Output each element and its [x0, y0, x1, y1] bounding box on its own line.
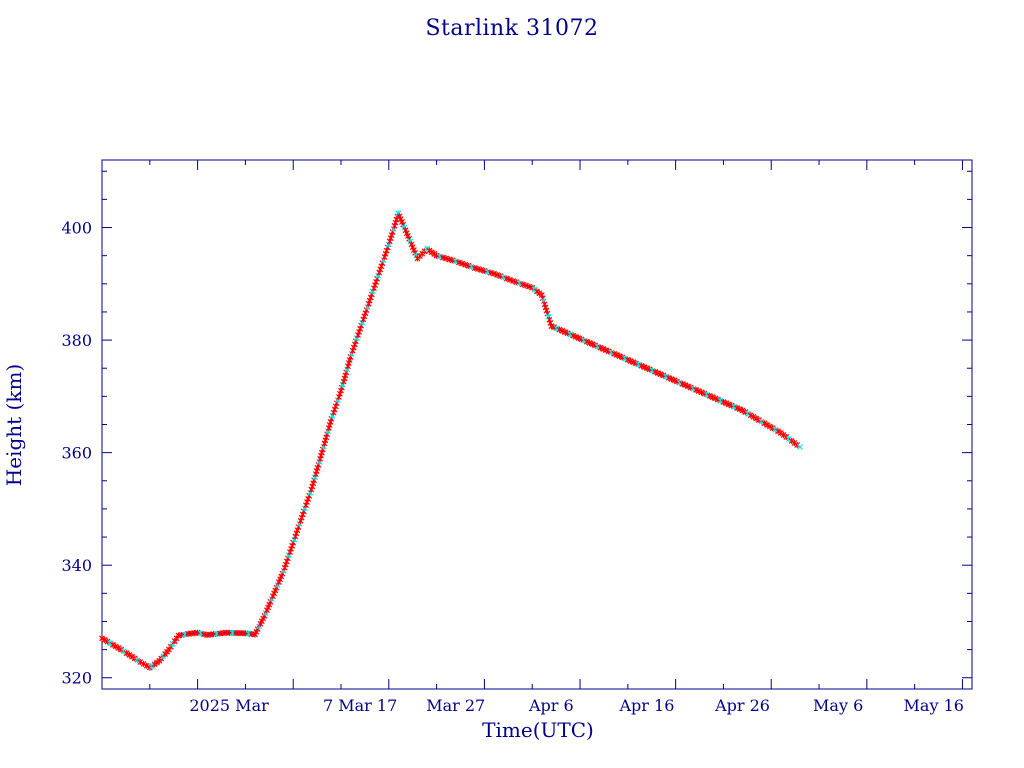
x-tick-label: 7 Mar 17 — [323, 696, 397, 715]
data-point — [750, 413, 757, 420]
data-point — [129, 653, 135, 660]
x-tick-label: May 16 — [904, 696, 964, 715]
data-point — [462, 261, 469, 268]
data-point — [526, 283, 532, 290]
series-line — [101, 212, 801, 669]
chart-title: Starlink 31072 — [425, 16, 599, 41]
plot-frame — [101, 159, 973, 690]
data-point — [503, 275, 510, 282]
data-point — [491, 270, 497, 277]
data-point — [522, 282, 529, 289]
data-point — [772, 426, 779, 433]
data-point — [739, 407, 746, 414]
data-point — [112, 643, 119, 650]
data-point — [110, 641, 116, 648]
data-point — [747, 412, 754, 419]
data-point — [513, 279, 520, 286]
x-tick-label: May 6 — [813, 696, 863, 715]
data-point-stroke — [796, 444, 803, 450]
data-point — [137, 658, 144, 665]
axis-ticks: 320 340 360 380 400 2025 Mar 7 Mar 17 Mar 27 Apr… — [61, 160, 972, 715]
data-point — [761, 420, 768, 427]
y-tick-label: 360 — [61, 444, 92, 463]
x-tick-label: Mar 27 — [426, 696, 485, 715]
data-point — [99, 635, 105, 642]
y-tick-label: 400 — [61, 219, 92, 238]
data-point — [107, 640, 114, 647]
data-point — [519, 281, 526, 288]
data-point — [115, 644, 122, 651]
data-point — [104, 638, 111, 645]
data-point — [506, 276, 513, 283]
data-series — [99, 210, 803, 671]
data-point — [459, 260, 466, 267]
x-tick-label: Apr 16 — [618, 696, 674, 715]
data-point — [120, 648, 127, 655]
data-point — [465, 262, 472, 269]
data-point — [497, 273, 504, 280]
data-point — [140, 660, 147, 667]
data-point — [766, 423, 773, 430]
data-point — [764, 421, 771, 428]
y-axis-label: Height (km) — [2, 363, 26, 487]
y-tick-label: 380 — [61, 331, 92, 350]
data-point — [742, 409, 749, 416]
data-point — [510, 277, 517, 284]
data-point — [143, 662, 150, 669]
data-point — [753, 415, 760, 422]
data-point — [468, 263, 475, 270]
data-point — [758, 418, 765, 425]
y-tick-label: 320 — [61, 669, 92, 688]
y-tick-label: 340 — [61, 556, 92, 575]
data-point — [131, 655, 138, 662]
data-point — [775, 428, 781, 435]
data-point — [796, 444, 803, 450]
data-point — [101, 636, 108, 643]
data-point — [134, 657, 141, 664]
data-point — [516, 280, 523, 287]
x-axis-label: Time(UTC) — [482, 718, 594, 742]
data-point — [126, 651, 133, 658]
x-tick-label: Apr 26 — [714, 696, 770, 715]
data-point — [745, 410, 751, 417]
data-point — [769, 425, 776, 432]
data-point — [123, 650, 130, 657]
x-tick-label: 2025 Mar — [189, 696, 269, 715]
data-point — [494, 271, 501, 278]
data-point — [500, 274, 507, 281]
data-point — [455, 259, 462, 266]
x-tick-label: Apr 6 — [528, 696, 574, 715]
data-point — [118, 646, 125, 653]
data-point — [452, 258, 459, 265]
data-point — [756, 417, 762, 424]
